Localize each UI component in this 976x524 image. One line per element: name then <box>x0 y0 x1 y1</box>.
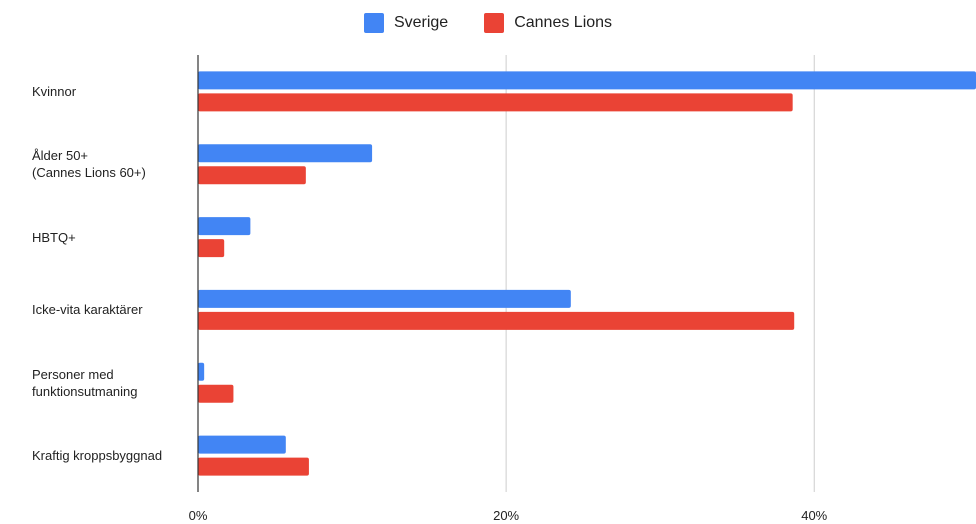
legend: Sverige Cannes Lions <box>0 10 976 36</box>
legend-label-cannes-lions: Cannes Lions <box>514 14 613 31</box>
category-label-alder-50: Ålder 50+ (Cannes Lions 60+) <box>32 148 146 181</box>
bar-cannes-lions-3[interactable] <box>198 311 795 330</box>
bar-cannes-lions-1[interactable] <box>198 166 306 185</box>
legend-swatch-cannes-lions <box>484 13 505 33</box>
bar-cannes-lions-5[interactable] <box>198 457 309 476</box>
legend-swatch-sverige <box>363 13 384 33</box>
legend-item-cannes-lions[interactable]: Cannes Lions <box>484 13 612 33</box>
x-tick-label-40: 40% <box>801 508 828 523</box>
bar-sverige-1[interactable] <box>198 144 373 163</box>
category-label-kvinnor: Kvinnor <box>32 83 77 99</box>
x-tick-label-0: 0% <box>188 508 208 523</box>
category-label-hbtq: HBTQ+ <box>32 229 76 245</box>
bar-sverige-3[interactable] <box>198 289 571 308</box>
category-label-funktionsutmaning: Personer med funktionsutmaning <box>32 366 138 399</box>
bar-sverige-2[interactable] <box>198 217 251 236</box>
bar-cannes-lions-4[interactable] <box>198 384 234 403</box>
x-tick-label-20: 20% <box>493 508 520 523</box>
bar-sverige-5[interactable] <box>198 435 286 454</box>
category-label-kroppsbyggnad: Kraftig kroppsbyggnad <box>32 448 163 464</box>
legend-label-sverige: Sverige <box>393 14 449 31</box>
category-label-icke-vita: Icke-vita karaktärer <box>32 302 143 318</box>
bar-sverige-0[interactable] <box>198 71 976 90</box>
bar-cannes-lions-2[interactable] <box>198 239 225 258</box>
bar-sverige-4[interactable] <box>198 362 205 381</box>
legend-item-sverige[interactable]: Sverige <box>363 13 449 33</box>
bar-cannes-lions-0[interactable] <box>198 93 793 112</box>
